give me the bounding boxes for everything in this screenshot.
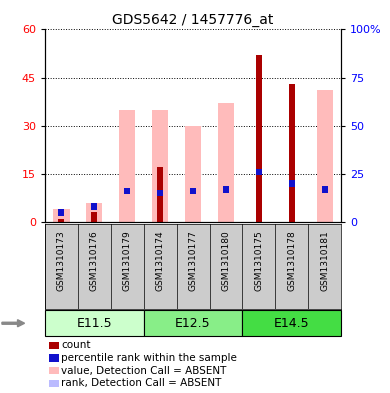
Bar	[45, 310, 144, 336]
Bar	[289, 180, 295, 187]
Bar	[322, 186, 328, 193]
Text: GSM1310176: GSM1310176	[90, 230, 99, 291]
Bar	[223, 186, 229, 193]
Text: count: count	[61, 340, 91, 351]
Text: E14.5: E14.5	[274, 317, 310, 330]
Bar	[124, 188, 130, 195]
Text: percentile rank within the sample: percentile rank within the sample	[61, 353, 237, 363]
Bar	[190, 188, 196, 195]
Bar	[256, 55, 262, 222]
Bar	[317, 90, 333, 222]
Text: GSM1310181: GSM1310181	[320, 230, 329, 291]
Bar	[157, 167, 163, 222]
Text: GSM1310180: GSM1310180	[222, 230, 230, 291]
Bar	[91, 204, 97, 210]
Bar	[185, 126, 201, 222]
Bar	[223, 186, 229, 193]
Text: E12.5: E12.5	[175, 317, 211, 330]
Bar	[256, 169, 262, 175]
Bar	[86, 203, 103, 222]
Text: GSM1310179: GSM1310179	[123, 230, 132, 291]
Text: GSM1310178: GSM1310178	[287, 230, 296, 291]
Text: GSM1310177: GSM1310177	[188, 230, 198, 291]
Bar	[190, 188, 196, 195]
Text: rank, Detection Call = ABSENT: rank, Detection Call = ABSENT	[61, 378, 222, 388]
Bar	[322, 186, 328, 193]
Text: GSM1310174: GSM1310174	[156, 230, 165, 290]
Bar	[53, 209, 69, 222]
Bar	[144, 310, 243, 336]
Text: value, Detection Call = ABSENT: value, Detection Call = ABSENT	[61, 365, 227, 376]
Text: GSM1310175: GSM1310175	[254, 230, 263, 291]
Bar	[218, 103, 234, 222]
Bar	[119, 110, 135, 222]
Bar	[91, 204, 97, 210]
Bar	[58, 209, 64, 216]
Title: GDS5642 / 1457776_at: GDS5642 / 1457776_at	[112, 13, 274, 27]
Bar	[124, 188, 130, 195]
Bar	[152, 110, 168, 222]
Text: E11.5: E11.5	[76, 317, 112, 330]
Bar	[157, 190, 163, 196]
Bar	[289, 84, 295, 222]
Text: GSM1310173: GSM1310173	[57, 230, 66, 291]
Bar	[58, 219, 64, 222]
Bar	[58, 209, 64, 216]
Bar	[91, 212, 97, 222]
Bar	[243, 310, 341, 336]
